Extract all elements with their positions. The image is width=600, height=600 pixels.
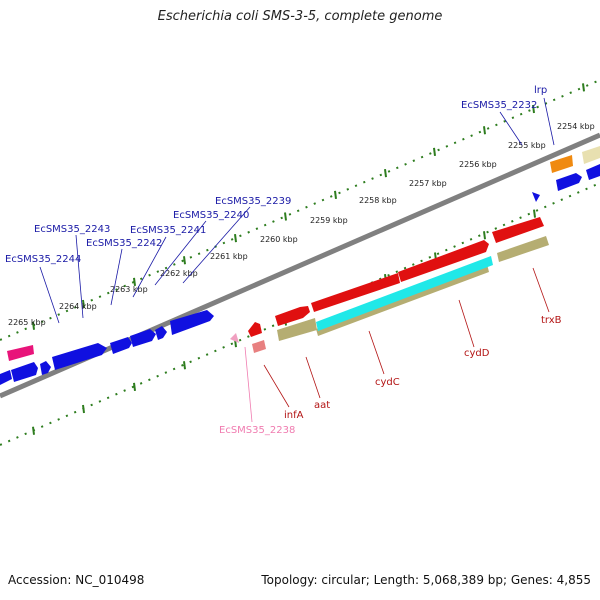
gene-ecsms35-2240[interactable] (155, 326, 167, 340)
label-ecsms35-2238[interactable]: EcSMS35_2238 (219, 425, 295, 436)
lower-scale-ruler (0, 182, 600, 446)
scale-label: 2265 kbp (8, 318, 46, 327)
scale-label: 2258 kbp (359, 196, 397, 205)
gene-ecsms35-2243-main[interactable] (52, 343, 107, 370)
gene-infa[interactable] (248, 322, 262, 337)
label-ecsms35-2243[interactable]: EcSMS35_2243 (34, 224, 110, 235)
label-ecsms35-2239[interactable]: EcSMS35_2239 (215, 196, 291, 207)
gene-ecsms35-2244-block[interactable] (0, 370, 12, 385)
gene-aat[interactable] (275, 306, 310, 326)
label-ecsms35-2232[interactable]: EcSMS35_2232 (461, 100, 537, 111)
scale-label: 2263 kbp (110, 285, 148, 294)
map-title: Escherichia coli SMS-3-5, complete genom… (157, 9, 443, 24)
scale-label: 2259 kbp (310, 216, 348, 225)
gene-ecsms35-2239[interactable] (170, 310, 214, 335)
label-ecsms35-2241[interactable]: EcSMS35_2241 (130, 225, 206, 236)
scale-tick (582, 83, 585, 92)
cds-feature[interactable] (497, 236, 549, 262)
label-ecsms35-2244[interactable]: EcSMS35_2244 (5, 254, 81, 265)
gene-ecsms35-2232[interactable] (550, 155, 573, 173)
gene-lrp[interactable] (556, 173, 582, 191)
cds-feature[interactable] (277, 318, 317, 341)
genome-summary-text: Topology: circular; Length: 5,068,389 bp… (261, 573, 591, 587)
accession-text: Accession: NC_010498 (8, 573, 145, 587)
scale-tick (133, 382, 136, 392)
scale-tick (82, 299, 85, 309)
gene-ecsms35-2241[interactable] (130, 329, 156, 347)
scale-tick (384, 169, 387, 178)
scale-tick (234, 234, 237, 243)
scale-tick (32, 321, 35, 330)
label-aat[interactable]: aat (314, 400, 330, 411)
label-lrp[interactable]: lrp (534, 85, 547, 96)
scale-ticks (32, 83, 585, 435)
scale-label: 2261 kbp (210, 252, 248, 261)
label-trxb[interactable]: trxB (541, 315, 562, 326)
scale-tick (483, 231, 486, 240)
scale-tick (183, 361, 186, 370)
label-cydd[interactable]: cydD (464, 348, 490, 359)
scale-tick (334, 190, 337, 199)
small-blue-marker[interactable] (532, 192, 540, 202)
gene-ecsms35-2242[interactable] (110, 337, 132, 354)
scale-tick (532, 104, 535, 114)
gene-ecsms35-2244[interactable] (11, 362, 38, 382)
scale-label: 2262 kbp (160, 269, 198, 278)
label-ecsms35-2240[interactable]: EcSMS35_2240 (173, 210, 249, 221)
label-connectors (39, 97, 555, 423)
scale-label: 2264 kbp (59, 302, 97, 311)
gene-ecsms35-2243[interactable] (40, 361, 51, 375)
scale-label: 2254 kbp (557, 122, 595, 131)
scale-tick (533, 209, 536, 218)
blue-genes (0, 164, 600, 385)
scale-tick (32, 426, 35, 435)
gene-cydc[interactable] (311, 273, 400, 312)
gene-cydd[interactable] (398, 240, 489, 282)
scale-tick (133, 277, 136, 287)
upper-scale-ruler (0, 79, 600, 341)
gene-trxb[interactable] (492, 217, 544, 243)
gene-ecsms35-2238-part[interactable] (252, 340, 266, 353)
scale-tick (433, 147, 436, 157)
gene-cydd-cds[interactable] (316, 256, 493, 331)
gene-blue-edge[interactable] (586, 164, 600, 180)
label-ecsms35-2242[interactable]: EcSMS35_2242 (86, 238, 162, 249)
forward-strand-features (7, 146, 600, 361)
pale-feature[interactable] (582, 146, 600, 164)
scale-tick (82, 404, 85, 414)
pink-feature[interactable] (7, 345, 34, 361)
scale-tick (483, 126, 486, 135)
scale-label: 2255 kbp (508, 141, 546, 150)
reverse-strand-features (230, 217, 544, 343)
gene-ecsms35-2238[interactable] (230, 333, 239, 343)
label-cydc[interactable]: cydC (375, 377, 400, 388)
scale-label: 2256 kbp (459, 160, 497, 169)
scale-label: 2257 kbp (409, 179, 447, 188)
scale-tick (183, 256, 186, 265)
scale-label: 2260 kbp (260, 235, 298, 244)
label-infa[interactable]: infA (284, 410, 304, 421)
scale-tick (284, 212, 287, 221)
